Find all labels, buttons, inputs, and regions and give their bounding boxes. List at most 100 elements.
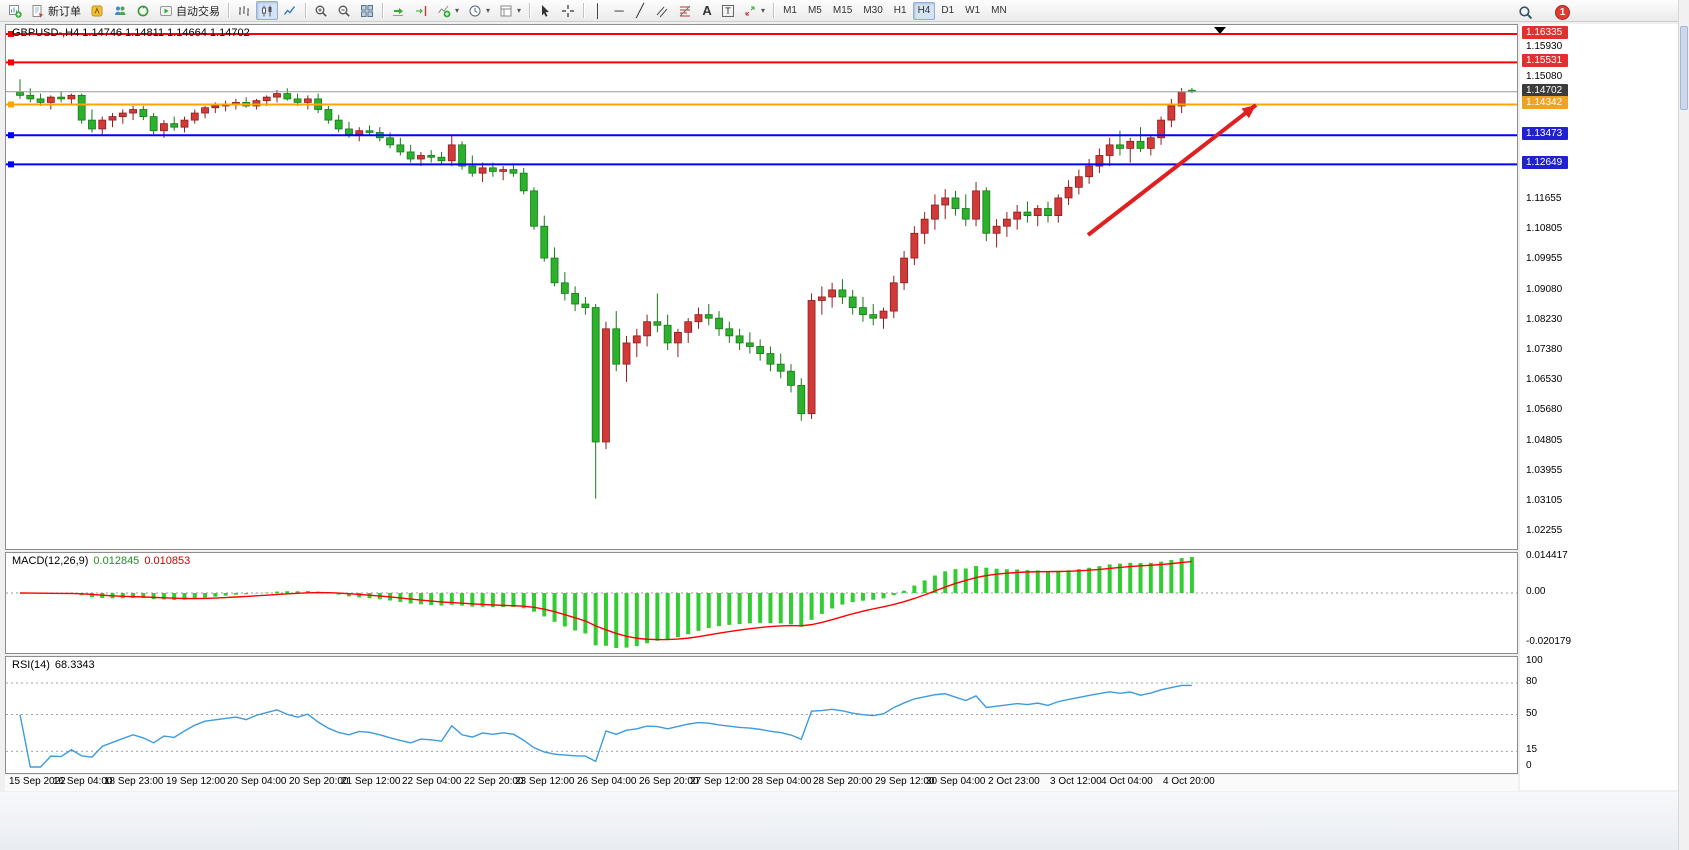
crosshair-button[interactable] <box>557 1 579 20</box>
rsi-panel[interactable]: RSI(14) 68.3343 <box>5 656 1518 774</box>
candle <box>735 335 744 344</box>
rsi-chart[interactable] <box>6 657 1517 773</box>
main-chart-panel[interactable]: GBPUSD-,H4 1.14746 1.14811 1.14664 1.147… <box>5 24 1518 550</box>
price-line-handle[interactable] <box>8 161 14 168</box>
macd-chart[interactable] <box>6 553 1517 653</box>
candle <box>622 342 631 365</box>
timeframe-m15-button[interactable]: M15 <box>828 2 857 20</box>
candle <box>684 321 693 333</box>
cursor-button[interactable] <box>534 1 556 20</box>
text-label-button[interactable]: T <box>718 1 738 20</box>
terminal-icon <box>136 4 150 18</box>
zoom-out-button[interactable] <box>333 1 355 20</box>
price-scale[interactable]: 1.15930 1.15080 1.11655 1.10805 1.09955 1.090… <box>1520 24 1678 790</box>
macd-label: MACD(12,26,9) <box>12 555 89 567</box>
fibonacci-button[interactable] <box>674 1 696 20</box>
line-chart-icon <box>283 4 297 18</box>
market-watch-icon <box>113 4 127 18</box>
timeframe-h1-button[interactable]: H1 <box>889 2 912 20</box>
candle <box>437 156 446 162</box>
timeframe-m30-button[interactable]: M30 <box>858 2 887 20</box>
chart-shift-marker[interactable] <box>1214 27 1226 34</box>
tile-windows-button[interactable] <box>356 1 378 20</box>
vertical-scrollbar[interactable] <box>1678 0 1689 850</box>
candle <box>180 119 189 128</box>
chart-shift-button[interactable] <box>410 1 432 20</box>
auto-scroll-button[interactable] <box>387 1 409 20</box>
candle <box>910 232 919 259</box>
new-order-label: 新订单 <box>48 5 81 18</box>
scrollbar-thumb[interactable] <box>1680 26 1688 110</box>
templates-button[interactable]: ▾ <box>495 1 525 20</box>
time-axis-label: 2 Oct 23:00 <box>988 776 1040 787</box>
notification-badge[interactable]: 1 <box>1555 5 1570 20</box>
cursor-icon <box>538 4 552 18</box>
arrows-icon <box>743 4 757 18</box>
price-line-handle[interactable] <box>8 30 14 37</box>
search-button[interactable] <box>1514 3 1537 22</box>
candle <box>1023 211 1032 217</box>
navigator-button[interactable] <box>86 1 108 20</box>
price-line-handle[interactable] <box>8 101 14 108</box>
new-chart-button[interactable] <box>4 1 26 20</box>
trend-arrow-head <box>1241 105 1256 119</box>
candle <box>756 346 765 354</box>
candle <box>1074 176 1083 188</box>
price-label: 1.11655 <box>1526 192 1562 204</box>
rsi-scale-label: 50 <box>1526 707 1538 719</box>
timeframe-w1-button[interactable]: W1 <box>960 2 985 20</box>
candle <box>1054 197 1063 217</box>
horizontal-line-button[interactable]: ─ <box>609 1 629 20</box>
time-axis-label: 28 Sep 04:00 <box>752 776 812 787</box>
macd-panel[interactable]: MACD(12,26,9) 0.012845 0.010853 <box>5 552 1518 654</box>
candlestick-chart[interactable] <box>6 25 1517 549</box>
timeframe-mn-button[interactable]: MN <box>986 2 1012 20</box>
candle <box>663 324 672 344</box>
time-axis-label: 19 Sep 12:00 <box>166 776 226 787</box>
candle <box>57 96 66 100</box>
price-label: 1.03105 <box>1526 494 1563 506</box>
rsi-scale-label: 0 <box>1526 760 1532 771</box>
price-line-handle[interactable] <box>8 59 14 66</box>
candle <box>1064 186 1073 199</box>
timeframe-m1-button[interactable]: M1 <box>778 2 802 20</box>
channel-button[interactable] <box>651 1 673 20</box>
vertical-line-button[interactable]: │ <box>588 1 608 20</box>
trend-arrow[interactable] <box>1086 103 1258 237</box>
candle <box>1167 105 1176 121</box>
terminal-button[interactable] <box>132 1 154 20</box>
timeframe-m5-button[interactable]: M5 <box>803 2 827 20</box>
candlestick-chart-button[interactable] <box>256 1 278 20</box>
window-bottom-strip <box>0 792 1678 850</box>
price-line-label: 1.13473 <box>1522 127 1568 141</box>
bar-chart-button[interactable] <box>233 1 255 20</box>
candle <box>694 314 703 323</box>
price-line-handle[interactable] <box>8 132 14 139</box>
time-axis-label: 26 Sep 04:00 <box>577 776 637 787</box>
timeframe-d1-button[interactable]: D1 <box>936 2 959 20</box>
search-icon <box>1518 5 1533 20</box>
candle <box>879 310 888 319</box>
time-axis-label: 30 Sep 04:00 <box>926 776 986 787</box>
line-chart-button[interactable] <box>279 1 301 20</box>
time-axis[interactable]: 15 Sep 2022 16 Sep 04:00 18 Sep 23:00 19 Se… <box>5 775 1518 791</box>
autotrading-button[interactable]: 自动交易 <box>155 1 224 20</box>
bar-chart-icon <box>237 4 251 18</box>
indicators-button[interactable]: ▾ <box>433 1 463 20</box>
candle <box>519 172 528 192</box>
zoom-in-button[interactable] <box>310 1 332 20</box>
arrows-button[interactable]: ▾ <box>739 1 769 20</box>
periods-button[interactable]: ▾ <box>464 1 494 20</box>
candle <box>889 282 898 312</box>
text-button[interactable]: A <box>697 1 717 20</box>
candle <box>509 169 518 174</box>
zoom-out-icon <box>337 4 351 18</box>
market-watch-button[interactable] <box>109 1 131 20</box>
autotrading-label: 自动交易 <box>176 5 220 18</box>
timeframe-h4-button[interactable]: H4 <box>912 1 936 20</box>
trendline-button[interactable]: ╱ <box>630 1 650 20</box>
candle <box>1105 144 1114 156</box>
new-order-button[interactable]: 新订单 <box>27 1 85 20</box>
candle <box>972 190 980 220</box>
candle <box>345 128 353 135</box>
